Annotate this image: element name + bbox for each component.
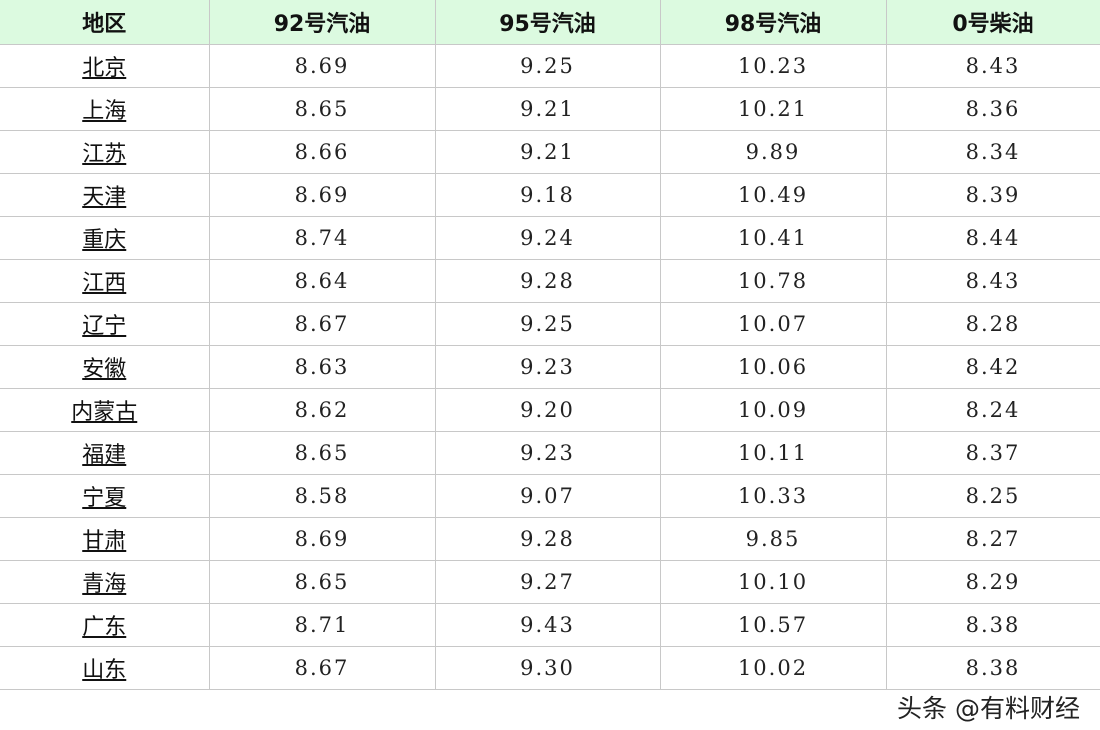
price-cell: 8.67 — [208, 646, 436, 690]
price-cell: 8.69 — [208, 44, 436, 88]
region-link[interactable]: 广东 — [0, 603, 210, 647]
price-cell: 9.85 — [659, 517, 887, 561]
price-cell: 9.89 — [659, 130, 887, 174]
region-link[interactable]: 江西 — [0, 259, 210, 303]
price-cell: 10.49 — [659, 173, 887, 217]
region-link[interactable]: 重庆 — [0, 216, 210, 260]
price-cell: 8.43 — [885, 44, 1100, 88]
price-cell: 9.18 — [434, 173, 661, 217]
price-cell: 8.28 — [885, 302, 1100, 346]
column-header: 92号汽油 — [208, 0, 436, 45]
price-cell: 9.28 — [434, 517, 661, 561]
table-row: 北京 8.69 9.25 10.23 8.43 — [0, 44, 1100, 88]
price-cell: 10.57 — [659, 603, 887, 647]
price-cell: 10.07 — [659, 302, 887, 346]
region-link[interactable]: 天津 — [0, 173, 210, 217]
price-cell: 8.71 — [208, 603, 436, 647]
price-cell: 8.36 — [885, 87, 1100, 131]
price-cell: 9.30 — [434, 646, 661, 690]
price-cell: 8.38 — [885, 603, 1100, 647]
price-cell: 8.63 — [208, 345, 436, 389]
table-row: 甘肃 8.69 9.28 9.85 8.27 — [0, 517, 1100, 561]
table-row: 上海 8.65 9.21 10.21 8.36 — [0, 87, 1100, 131]
price-cell: 8.65 — [208, 87, 436, 131]
price-cell: 8.67 — [208, 302, 436, 346]
price-cell: 9.23 — [434, 431, 661, 475]
price-cell: 8.66 — [208, 130, 436, 174]
watermark: 头条 @有料财经 — [897, 694, 1080, 723]
column-header: 0号柴油 — [885, 0, 1100, 45]
price-cell: 9.28 — [434, 259, 661, 303]
price-cell: 8.42 — [885, 345, 1100, 389]
price-cell: 10.06 — [659, 345, 887, 389]
price-cell: 9.21 — [434, 87, 661, 131]
price-cell: 8.44 — [885, 216, 1100, 260]
table-row: 江西 8.64 9.28 10.78 8.43 — [0, 259, 1100, 303]
table-row: 重庆 8.74 9.24 10.41 8.44 — [0, 216, 1100, 260]
table-row: 青海 8.65 9.27 10.10 8.29 — [0, 560, 1100, 604]
price-cell: 9.24 — [434, 216, 661, 260]
price-cell: 8.65 — [208, 431, 436, 475]
price-cell: 8.37 — [885, 431, 1100, 475]
price-cell: 10.21 — [659, 87, 887, 131]
region-link[interactable]: 江苏 — [0, 130, 210, 174]
price-cell: 8.24 — [885, 388, 1100, 432]
price-cell: 8.38 — [885, 646, 1100, 690]
price-cell: 8.39 — [885, 173, 1100, 217]
column-header: 95号汽油 — [434, 0, 661, 45]
price-cell: 8.69 — [208, 173, 436, 217]
price-cell: 8.29 — [885, 560, 1100, 604]
region-link[interactable]: 福建 — [0, 431, 210, 475]
price-cell: 8.65 — [208, 560, 436, 604]
price-cell: 8.43 — [885, 259, 1100, 303]
price-cell: 8.58 — [208, 474, 436, 518]
region-link[interactable]: 北京 — [0, 44, 210, 88]
table-body: 北京 8.69 9.25 10.23 8.43 上海 8.65 9.21 10.21 8.36 江苏… — [0, 44, 1100, 690]
price-cell: 9.27 — [434, 560, 661, 604]
region-link[interactable]: 山东 — [0, 646, 210, 690]
table-row: 天津 8.69 9.18 10.49 8.39 — [0, 173, 1100, 217]
table-row: 宁夏 8.58 9.07 10.33 8.25 — [0, 474, 1100, 518]
header-row: 地区 92号汽油 95号汽油 98号汽油 0号柴油 — [0, 0, 1100, 45]
table-row: 广东 8.71 9.43 10.57 8.38 — [0, 603, 1100, 647]
price-cell: 9.23 — [434, 345, 661, 389]
price-cell: 8.25 — [885, 474, 1100, 518]
price-cell: 8.64 — [208, 259, 436, 303]
price-cell: 10.11 — [659, 431, 887, 475]
price-cell: 9.21 — [434, 130, 661, 174]
region-link[interactable]: 上海 — [0, 87, 210, 131]
region-link[interactable]: 安徽 — [0, 345, 210, 389]
table-row: 内蒙古 8.62 9.20 10.09 8.24 — [0, 388, 1100, 432]
price-cell: 9.43 — [434, 603, 661, 647]
price-cell: 9.25 — [434, 302, 661, 346]
price-cell: 10.10 — [659, 560, 887, 604]
price-cell: 8.62 — [208, 388, 436, 432]
price-cell: 10.78 — [659, 259, 887, 303]
region-link[interactable]: 甘肃 — [0, 517, 210, 561]
table-row: 江苏 8.66 9.21 9.89 8.34 — [0, 130, 1100, 174]
region-link[interactable]: 辽宁 — [0, 302, 210, 346]
price-cell: 9.07 — [434, 474, 661, 518]
table-row: 福建 8.65 9.23 10.11 8.37 — [0, 431, 1100, 475]
price-cell: 8.69 — [208, 517, 436, 561]
region-link[interactable]: 青海 — [0, 560, 210, 604]
price-cell: 10.23 — [659, 44, 887, 88]
price-cell: 9.20 — [434, 388, 661, 432]
price-cell: 8.74 — [208, 216, 436, 260]
column-header: 98号汽油 — [659, 0, 887, 45]
region-link[interactable]: 内蒙古 — [0, 388, 210, 432]
price-cell: 8.34 — [885, 130, 1100, 174]
table-row: 山东 8.67 9.30 10.02 8.38 — [0, 646, 1100, 690]
table-row: 辽宁 8.67 9.25 10.07 8.28 — [0, 302, 1100, 346]
price-cell: 10.41 — [659, 216, 887, 260]
price-cell: 9.25 — [434, 44, 661, 88]
price-cell: 8.27 — [885, 517, 1100, 561]
fuel-price-table: 地区 92号汽油 95号汽油 98号汽油 0号柴油 北京 8.69 9.25 10.23 8.4… — [0, 0, 1100, 690]
price-cell: 10.33 — [659, 474, 887, 518]
table-row: 安徽 8.63 9.23 10.06 8.42 — [0, 345, 1100, 389]
price-cell: 10.09 — [659, 388, 887, 432]
region-link[interactable]: 宁夏 — [0, 474, 210, 518]
column-header: 地区 — [0, 0, 210, 45]
price-cell: 10.02 — [659, 646, 887, 690]
